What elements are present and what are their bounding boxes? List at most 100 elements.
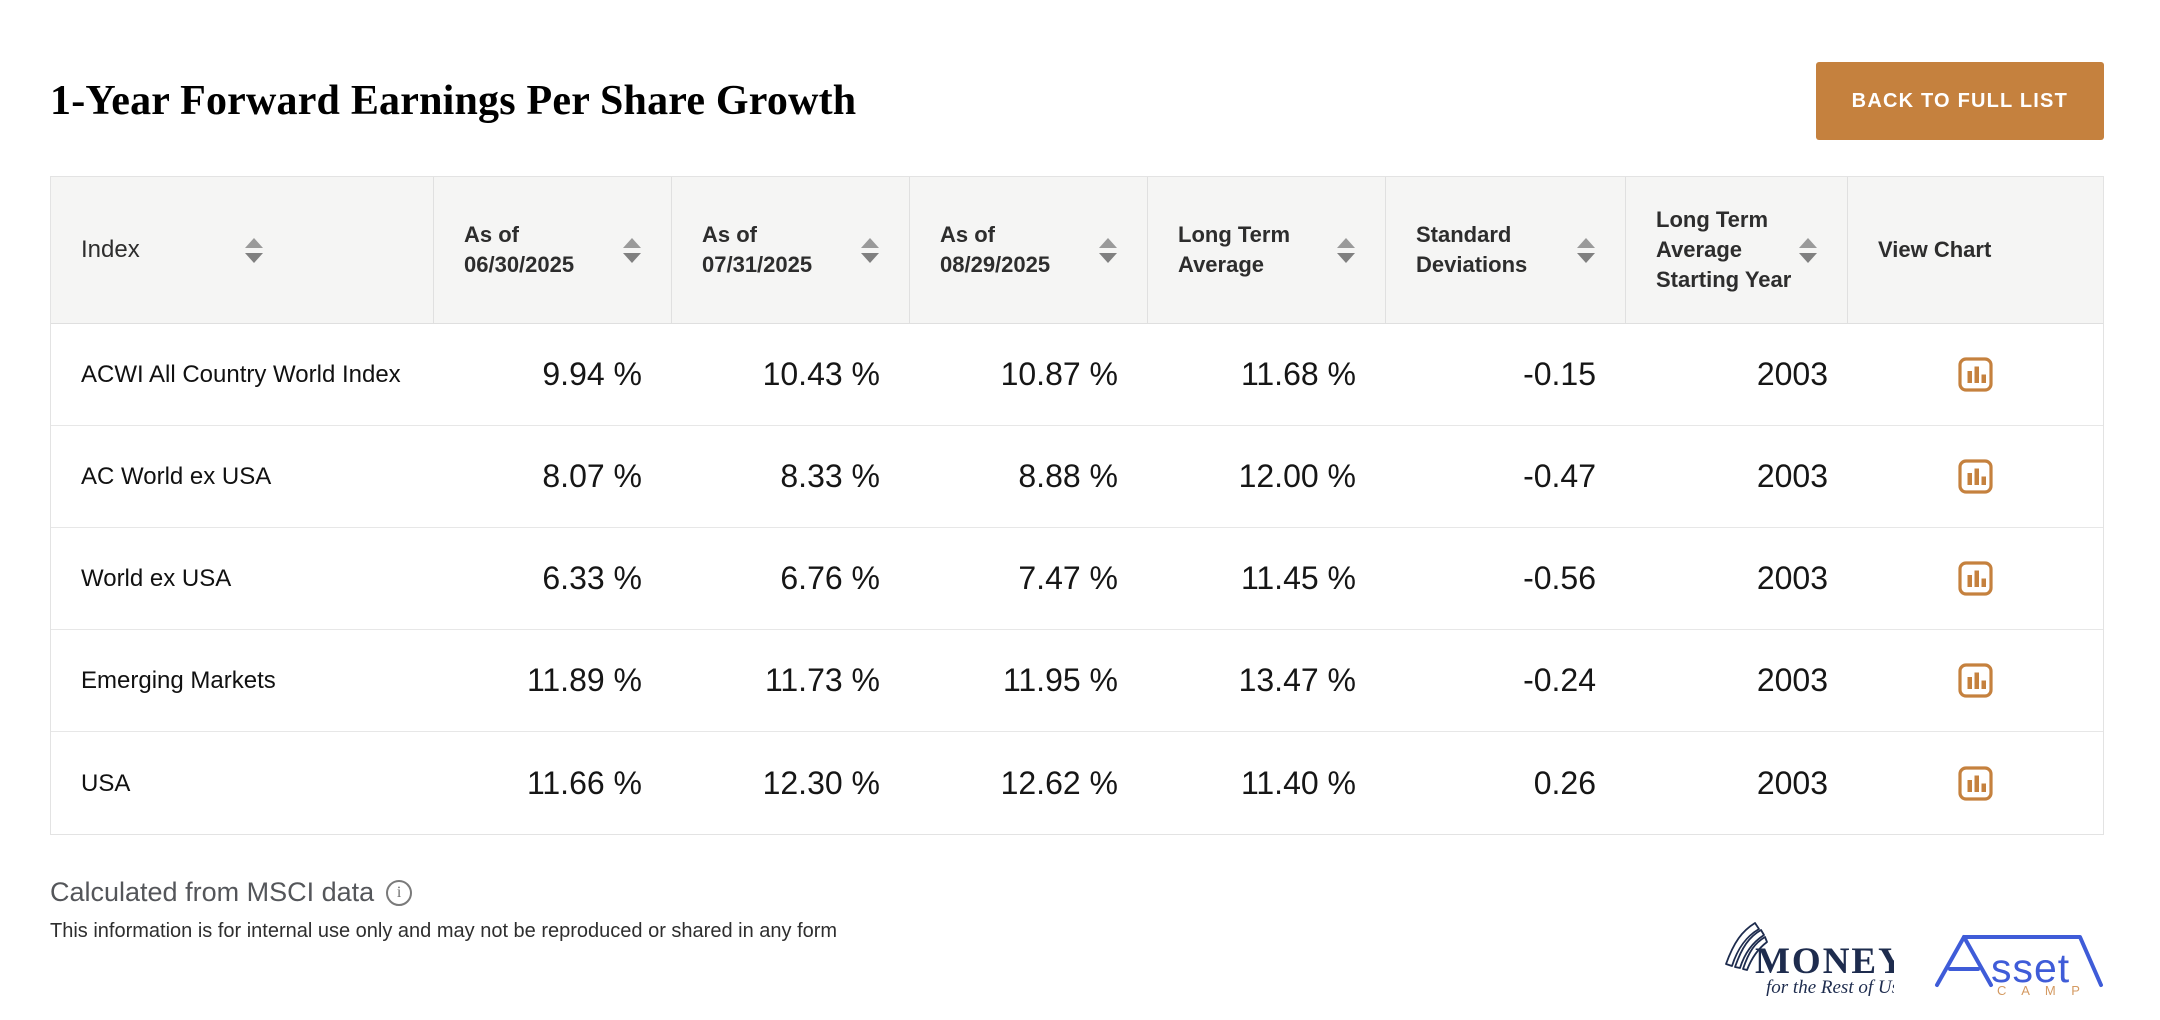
column-header-standard-deviations[interactable]: Standard Deviations bbox=[1386, 177, 1626, 323]
svg-text:MONEY: MONEY bbox=[1755, 941, 1894, 982]
sort-descending-icon bbox=[623, 252, 641, 263]
column-header-label: Long Term Average bbox=[1178, 222, 1291, 277]
as-of-2-cell: 11.73 % bbox=[764, 662, 880, 698]
view-chart-button[interactable] bbox=[1956, 763, 1996, 803]
as-of-2-cell: 6.76 % bbox=[780, 560, 880, 596]
svg-text:sset: sset bbox=[1991, 945, 2070, 991]
view-chart-button[interactable] bbox=[1956, 559, 1996, 599]
as-of-1-cell: 9.94 % bbox=[542, 356, 642, 392]
index-name-cell: Emerging Markets bbox=[81, 667, 276, 694]
sort-descending-icon bbox=[1799, 252, 1817, 263]
svg-text:for the Rest of Us: for the Rest of Us bbox=[1766, 977, 1894, 996]
as-of-3-cell: 11.95 % bbox=[1002, 662, 1118, 698]
as-of-2-cell: 12.30 % bbox=[762, 764, 880, 801]
as-of-2-cell: 10.43 % bbox=[762, 356, 880, 392]
sort-arrows-icon[interactable] bbox=[623, 237, 641, 263]
standard-deviations-cell: 0.26 bbox=[1533, 764, 1596, 801]
long-term-average-cell: 11.40 % bbox=[1240, 764, 1356, 801]
sort-descending-icon bbox=[1099, 252, 1117, 263]
column-header-long-term-average[interactable]: Long Term Average bbox=[1148, 177, 1386, 323]
earnings-table: Index As of 06/30/2025 As of 07/31/2025 … bbox=[50, 176, 2104, 835]
starting-year-cell: 2003 bbox=[1756, 764, 1828, 801]
standard-deviations-cell: -0.15 bbox=[1523, 356, 1596, 392]
column-header-as-of-2[interactable]: As of 07/31/2025 bbox=[672, 177, 910, 323]
bar-chart-icon bbox=[1958, 663, 1993, 698]
column-header-starting-year[interactable]: Long Term Average Starting Year bbox=[1626, 177, 1848, 323]
view-chart-cell bbox=[1848, 528, 2103, 629]
sort-descending-icon bbox=[861, 252, 879, 263]
back-to-full-list-button[interactable]: BACK TO FULL LIST bbox=[1815, 62, 2104, 140]
column-header-as-of-3[interactable]: As of 08/29/2025 bbox=[910, 177, 1148, 323]
column-header-label: As of 06/30/2025 bbox=[464, 222, 575, 277]
as-of-3-cell: 8.88 % bbox=[1018, 458, 1118, 494]
sort-arrows-icon[interactable] bbox=[1799, 237, 1817, 263]
sort-arrows-icon[interactable] bbox=[1337, 237, 1355, 263]
column-header-view-chart: View Chart bbox=[1848, 177, 2103, 323]
column-header-label: View Chart bbox=[1878, 237, 1992, 262]
bar-chart-icon bbox=[1958, 765, 1993, 801]
as-of-2-cell: 8.33 % bbox=[780, 458, 880, 494]
sort-ascending-icon bbox=[1099, 237, 1117, 248]
table-row: USA 11.66 % 12.30 % 12.62 % 11.40 % 0.26… bbox=[51, 732, 2103, 834]
as-of-1-cell: 8.07 % bbox=[542, 458, 642, 494]
as-of-3-cell: 12.62 % bbox=[1000, 764, 1118, 801]
starting-year-cell: 2003 bbox=[1756, 662, 1828, 698]
sort-arrows-icon[interactable] bbox=[1577, 237, 1595, 263]
sort-ascending-icon bbox=[245, 237, 263, 248]
index-name-cell: World ex USA bbox=[81, 565, 232, 592]
view-chart-button[interactable] bbox=[1956, 661, 1996, 701]
as-of-1-cell: 11.89 % bbox=[526, 662, 642, 698]
sort-ascending-icon bbox=[1337, 237, 1355, 248]
source-text: Calculated from MSCI data bbox=[50, 877, 375, 907]
column-header-index[interactable]: Index bbox=[51, 177, 434, 323]
sort-descending-icon bbox=[245, 252, 263, 263]
table-row: World ex USA 6.33 % 6.76 % 7.47 % 11.45 … bbox=[51, 528, 2103, 630]
column-header-label: Long Term Average Starting Year bbox=[1656, 207, 1792, 292]
view-chart-cell bbox=[1848, 630, 2103, 731]
sort-arrows-icon[interactable] bbox=[1099, 237, 1117, 263]
tent-roofline-icon bbox=[1935, 935, 2103, 987]
index-name-cell: AC World ex USA bbox=[81, 463, 272, 490]
bar-chart-icon bbox=[1958, 357, 1993, 392]
table-header-row: Index As of 06/30/2025 As of 07/31/2025 … bbox=[51, 177, 2103, 324]
view-chart-cell bbox=[1848, 426, 2103, 527]
table-row: Emerging Markets 11.89 % 11.73 % 11.95 %… bbox=[51, 630, 2103, 732]
as-of-1-cell: 11.66 % bbox=[526, 764, 642, 801]
starting-year-cell: 2003 bbox=[1756, 356, 1828, 392]
column-header-as-of-1[interactable]: As of 06/30/2025 bbox=[434, 177, 672, 323]
view-chart-cell bbox=[1848, 732, 2103, 834]
column-header-label: Index bbox=[81, 236, 140, 263]
sort-ascending-icon bbox=[623, 237, 641, 248]
top-bar: 1-Year Forward Earnings Per Share Growth… bbox=[50, 62, 2104, 140]
column-header-label: As of 07/31/2025 bbox=[702, 222, 813, 277]
sort-arrows-icon[interactable] bbox=[861, 237, 879, 263]
view-chart-button[interactable] bbox=[1956, 355, 1996, 395]
column-header-label: Standard Deviations bbox=[1416, 222, 1528, 277]
long-term-average-cell: 13.47 % bbox=[1238, 662, 1356, 698]
view-chart-cell bbox=[1848, 324, 2103, 425]
long-term-average-cell: 11.45 % bbox=[1240, 560, 1356, 596]
sort-descending-icon bbox=[1337, 252, 1355, 263]
footer-logos: MONEY for the Rest of Us sset C A M P bbox=[1722, 920, 2104, 996]
column-header-label: As of 08/29/2025 bbox=[940, 222, 1051, 277]
index-name-cell: USA bbox=[81, 769, 131, 797]
starting-year-cell: 2003 bbox=[1756, 560, 1828, 596]
table-row: ACWI All Country World Index 9.94 % 10.4… bbox=[51, 324, 2103, 426]
paper-fan-icon bbox=[1725, 922, 1768, 971]
sort-arrows-icon[interactable] bbox=[245, 237, 263, 263]
table-row: AC World ex USA 8.07 % 8.33 % 8.88 % 12.… bbox=[51, 426, 2103, 528]
money-for-the-rest-of-us-logo: MONEY for the Rest of Us bbox=[1725, 922, 1894, 996]
standard-deviations-cell: -0.24 bbox=[1523, 662, 1596, 698]
disclaimer-text: This information is for internal use onl… bbox=[50, 920, 838, 942]
sort-ascending-icon bbox=[1799, 237, 1817, 248]
svg-text:C A M P: C A M P bbox=[1997, 983, 2086, 996]
long-term-average-cell: 12.00 % bbox=[1238, 458, 1356, 494]
index-name-cell: ACWI All Country World Index bbox=[81, 361, 401, 388]
view-chart-button[interactable] bbox=[1956, 457, 1996, 497]
as-of-3-cell: 10.87 % bbox=[1000, 356, 1118, 392]
assetcamp-logo: sset C A M P bbox=[1935, 935, 2103, 996]
standard-deviations-cell: -0.56 bbox=[1523, 560, 1596, 596]
bar-chart-icon bbox=[1958, 561, 1993, 596]
page-title: 1-Year Forward Earnings Per Share Growth bbox=[50, 78, 857, 124]
info-icon[interactable]: i bbox=[386, 879, 413, 906]
